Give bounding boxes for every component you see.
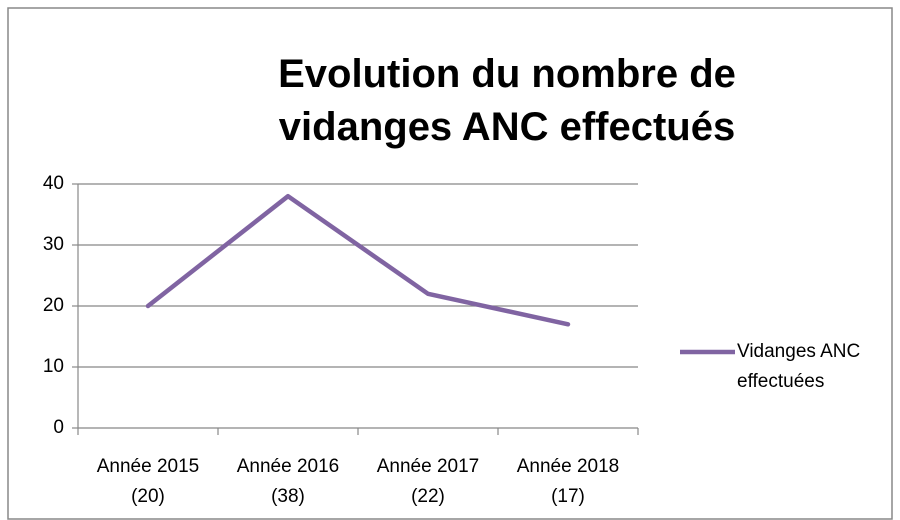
chart-border (7, 7, 893, 520)
legend-label: Vidanges ANC effectuées (737, 341, 861, 392)
data-line (145, 193, 571, 327)
y-tick-label: 30 (42, 234, 64, 255)
x-tick-label: Année 2018 (17) (516, 456, 620, 507)
x-tick-label: Année 2017 (22) (376, 456, 480, 507)
y-tick-label: 40 (42, 173, 64, 194)
y-tick-label: 20 (42, 295, 64, 316)
y-tick-label: 10 (42, 356, 64, 377)
y-tick-label: 0 (53, 417, 64, 438)
x-tick-label: Année 2016 (38) (236, 456, 340, 507)
x-tick-label: Année 2015 (20) (96, 456, 200, 507)
chart-title: Evolution du nombre de vidanges ANC effe… (278, 52, 736, 149)
